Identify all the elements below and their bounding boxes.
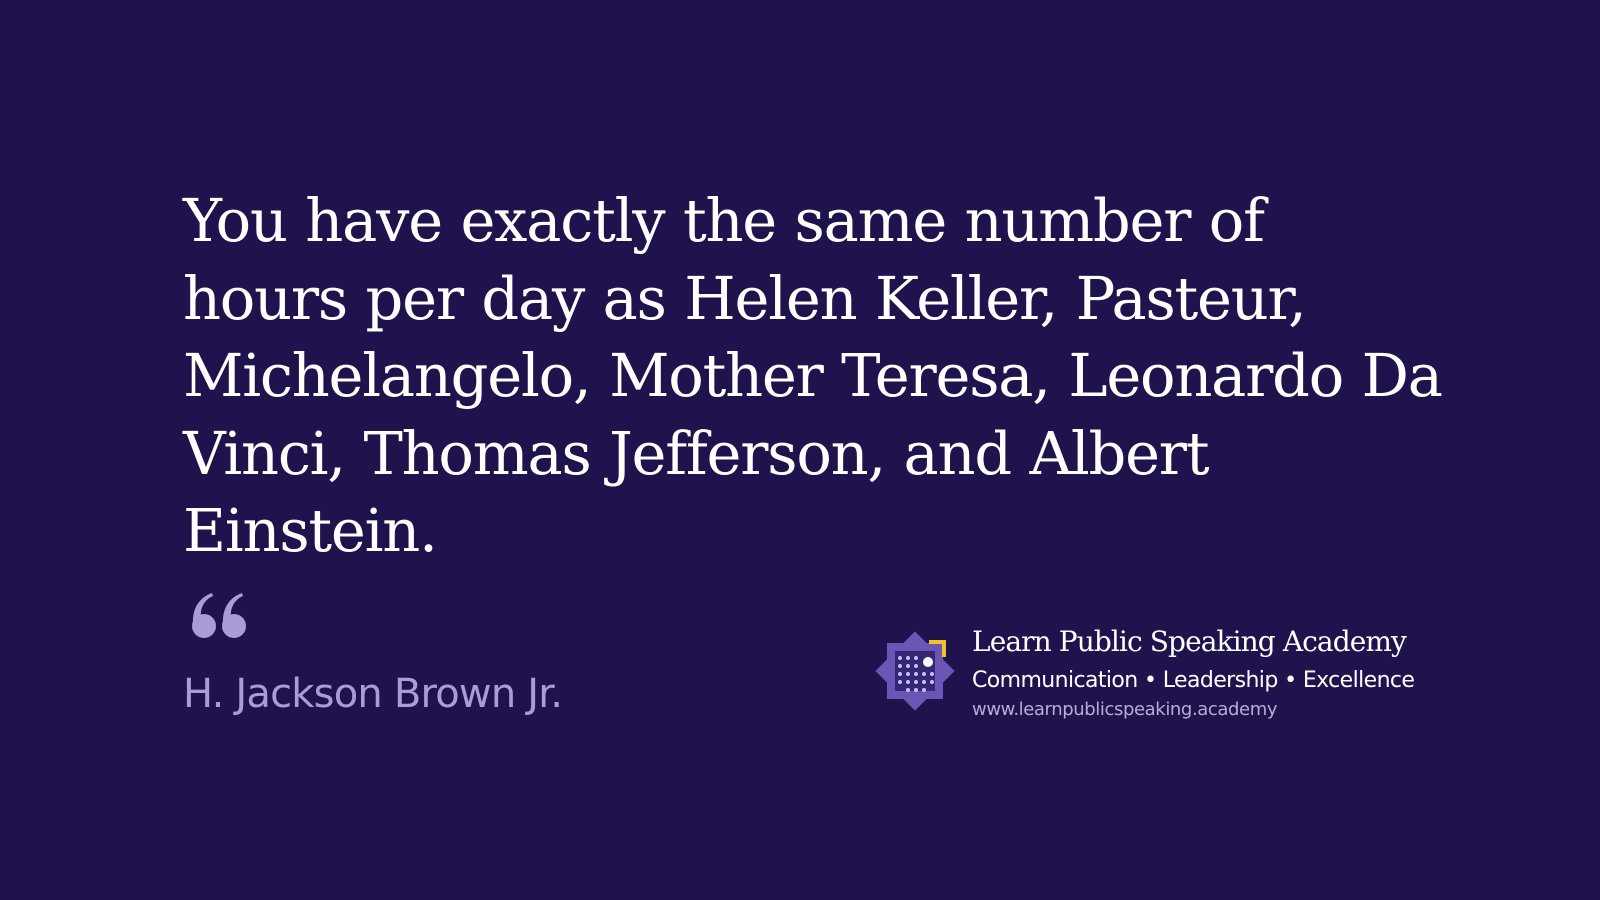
brand-tagline: Communication • Leadership • Excellence [972,668,1415,693]
brand-block: Learn Public Speaking Academy Communicat… [872,622,1432,722]
quote-author: H. Jackson Brown Jr. [183,671,563,717]
opening-quote-icon [192,593,246,638]
brand-name: Learn Public Speaking Academy [972,625,1407,658]
quote-text: You have exactly the same number of hour… [183,186,1443,565]
brand-url: www.learnpublicspeaking.academy [972,699,1278,720]
academy-logo-icon [875,631,955,711]
